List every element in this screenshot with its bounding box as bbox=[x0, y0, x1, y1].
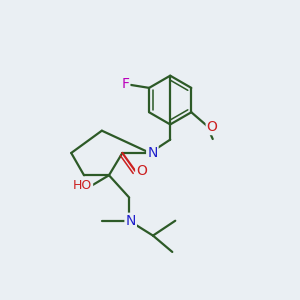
Text: N: N bbox=[125, 214, 136, 228]
Text: HO: HO bbox=[73, 179, 92, 192]
Text: N: N bbox=[147, 146, 158, 160]
Text: O: O bbox=[207, 120, 218, 134]
Text: F: F bbox=[121, 77, 129, 91]
Text: O: O bbox=[136, 164, 147, 178]
